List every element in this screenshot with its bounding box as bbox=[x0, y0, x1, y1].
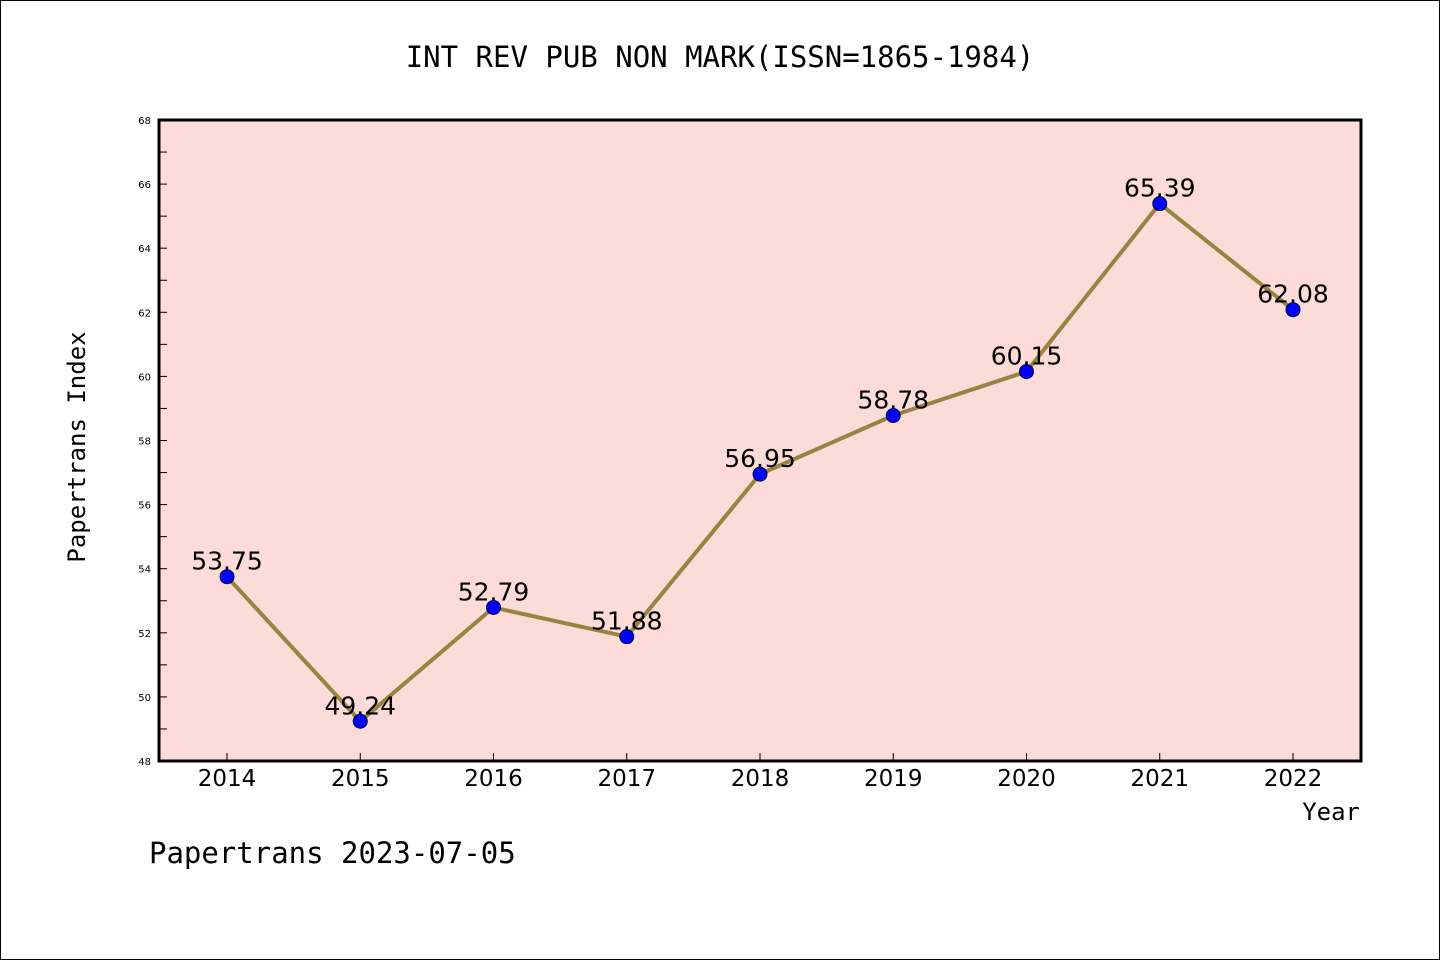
plot-border bbox=[157, 118, 1363, 763]
y-tick-label: 68 bbox=[138, 116, 151, 127]
footer-text: Papertrans 2023-07-05 bbox=[149, 836, 516, 870]
data-label: 53.75 bbox=[191, 547, 263, 576]
x-tick-label: 2018 bbox=[731, 766, 790, 792]
y-tick-label: 60 bbox=[138, 372, 151, 383]
x-tick-label: 2015 bbox=[331, 766, 390, 792]
data-markers bbox=[219, 196, 1301, 729]
x-tick-label: 2021 bbox=[1130, 766, 1189, 792]
x-tick-label: 2020 bbox=[997, 766, 1056, 792]
x-tick-label: 2017 bbox=[597, 766, 656, 792]
y-tick-label: 50 bbox=[138, 693, 151, 704]
data-point bbox=[1019, 364, 1034, 380]
x-axis-ticks: 2014 2015 2016 2017 2018 2019 2020 2021 2022 bbox=[198, 753, 1323, 792]
y-axis-ticks: 48 50 52 54 56 58 60 62 64 66 68 bbox=[138, 116, 167, 768]
y-axis-label: Papertrans Index bbox=[63, 331, 91, 562]
data-label: 62.08 bbox=[1257, 280, 1329, 309]
data-point bbox=[619, 629, 635, 645]
data-label: 65.39 bbox=[1124, 174, 1196, 203]
data-point bbox=[1152, 196, 1168, 212]
data-point bbox=[219, 569, 235, 585]
data-label: 52.79 bbox=[458, 577, 530, 606]
data-label: 58.78 bbox=[857, 386, 929, 415]
y-tick-label: 56 bbox=[138, 501, 151, 512]
x-axis-label: Year bbox=[1302, 798, 1360, 826]
y-tick-label: 64 bbox=[138, 244, 151, 255]
data-point bbox=[1285, 302, 1301, 318]
y-tick-label: 48 bbox=[138, 757, 151, 768]
x-tick-label: 2019 bbox=[864, 766, 923, 792]
y-tick-label: 66 bbox=[138, 180, 151, 191]
y-tick-label: 52 bbox=[138, 629, 151, 640]
data-point bbox=[486, 599, 501, 615]
data-point bbox=[885, 408, 901, 424]
x-tick-label: 2022 bbox=[1264, 766, 1323, 792]
data-label: 49.24 bbox=[324, 691, 396, 720]
data-point bbox=[352, 713, 368, 729]
data-label: 60.15 bbox=[991, 342, 1063, 371]
y-tick-label: 62 bbox=[138, 308, 151, 319]
y-tick-label: 54 bbox=[138, 565, 151, 576]
plot-area bbox=[159, 120, 1361, 761]
x-tick-label: 2014 bbox=[198, 766, 257, 792]
x-tick-label: 2016 bbox=[464, 766, 523, 792]
y-tick-label: 58 bbox=[138, 437, 151, 448]
data-labels: 53.75 49.24 52.79 51.88 56.95 58.78 60.15 65.39… bbox=[191, 174, 1329, 721]
data-point bbox=[752, 466, 768, 482]
data-label: 51.88 bbox=[591, 607, 663, 636]
data-label: 56.95 bbox=[724, 444, 796, 473]
chart-title: INT REV PUB NON MARK(ISSN=1865-1984) bbox=[406, 40, 1035, 74]
